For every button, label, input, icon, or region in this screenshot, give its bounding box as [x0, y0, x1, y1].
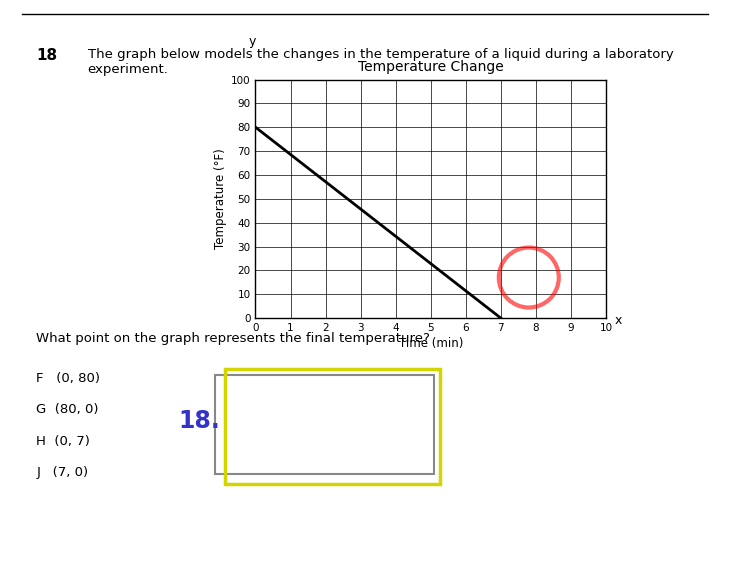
- Text: The graph below models the changes in the temperature of a liquid during a labor: The graph below models the changes in th…: [88, 48, 673, 76]
- Text: What point on the graph represents the final temperature?: What point on the graph represents the f…: [36, 332, 431, 345]
- Text: F   (0, 80): F (0, 80): [36, 372, 101, 385]
- Text: x: x: [615, 315, 622, 327]
- Text: 18.: 18.: [179, 410, 220, 433]
- Text: J   (7, 0): J (7, 0): [36, 466, 88, 479]
- Text: G  (80, 0): G (80, 0): [36, 403, 99, 416]
- Text: 18: 18: [36, 48, 58, 63]
- Y-axis label: Temperature (°F): Temperature (°F): [214, 148, 227, 249]
- Text: H  (0, 7): H (0, 7): [36, 435, 91, 448]
- Text: y: y: [248, 35, 255, 48]
- Title: Temperature Change: Temperature Change: [358, 60, 504, 74]
- X-axis label: Time (min): Time (min): [399, 337, 463, 350]
